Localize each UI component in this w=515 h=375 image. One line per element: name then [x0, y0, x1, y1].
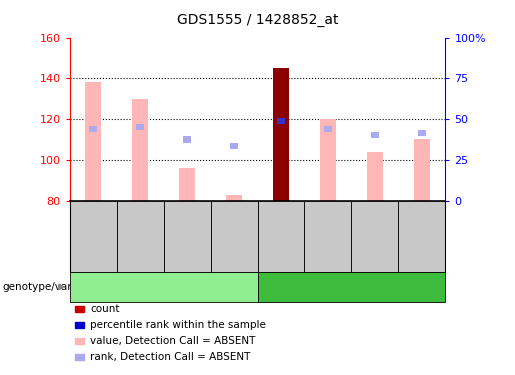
- Text: glycerol kinase knockout: glycerol kinase knockout: [282, 282, 421, 292]
- Bar: [132, 99, 148, 201]
- Bar: [367, 152, 383, 201]
- Text: GSM87838: GSM87838: [323, 211, 333, 261]
- Text: percentile rank within the sample: percentile rank within the sample: [90, 320, 266, 330]
- Bar: [371, 132, 379, 138]
- Bar: [231, 142, 237, 148]
- Bar: [183, 136, 191, 142]
- Bar: [324, 126, 332, 132]
- Bar: [419, 130, 425, 136]
- Bar: [278, 118, 284, 124]
- Text: GSM87840: GSM87840: [418, 211, 426, 261]
- Text: value, Detection Call = ABSENT: value, Detection Call = ABSENT: [90, 336, 255, 346]
- Text: GSM87833: GSM87833: [89, 211, 97, 261]
- Bar: [414, 140, 430, 201]
- Text: wild type: wild type: [138, 282, 189, 292]
- Text: count: count: [90, 304, 119, 314]
- Bar: [179, 168, 195, 201]
- Text: GSM87836: GSM87836: [230, 211, 238, 261]
- Bar: [90, 126, 96, 132]
- Bar: [136, 124, 144, 130]
- Bar: [273, 68, 289, 201]
- Text: GDS1555 / 1428852_at: GDS1555 / 1428852_at: [177, 13, 338, 27]
- Text: genotype/variation: genotype/variation: [3, 282, 101, 292]
- Bar: [226, 195, 242, 201]
- Text: GSM87837: GSM87837: [277, 211, 285, 261]
- Text: rank, Detection Call = ABSENT: rank, Detection Call = ABSENT: [90, 352, 250, 362]
- Text: GSM87839: GSM87839: [370, 211, 380, 261]
- Bar: [85, 82, 101, 201]
- Text: GSM87835: GSM87835: [182, 211, 192, 261]
- Text: GSM87834: GSM87834: [135, 211, 145, 261]
- Bar: [320, 119, 336, 201]
